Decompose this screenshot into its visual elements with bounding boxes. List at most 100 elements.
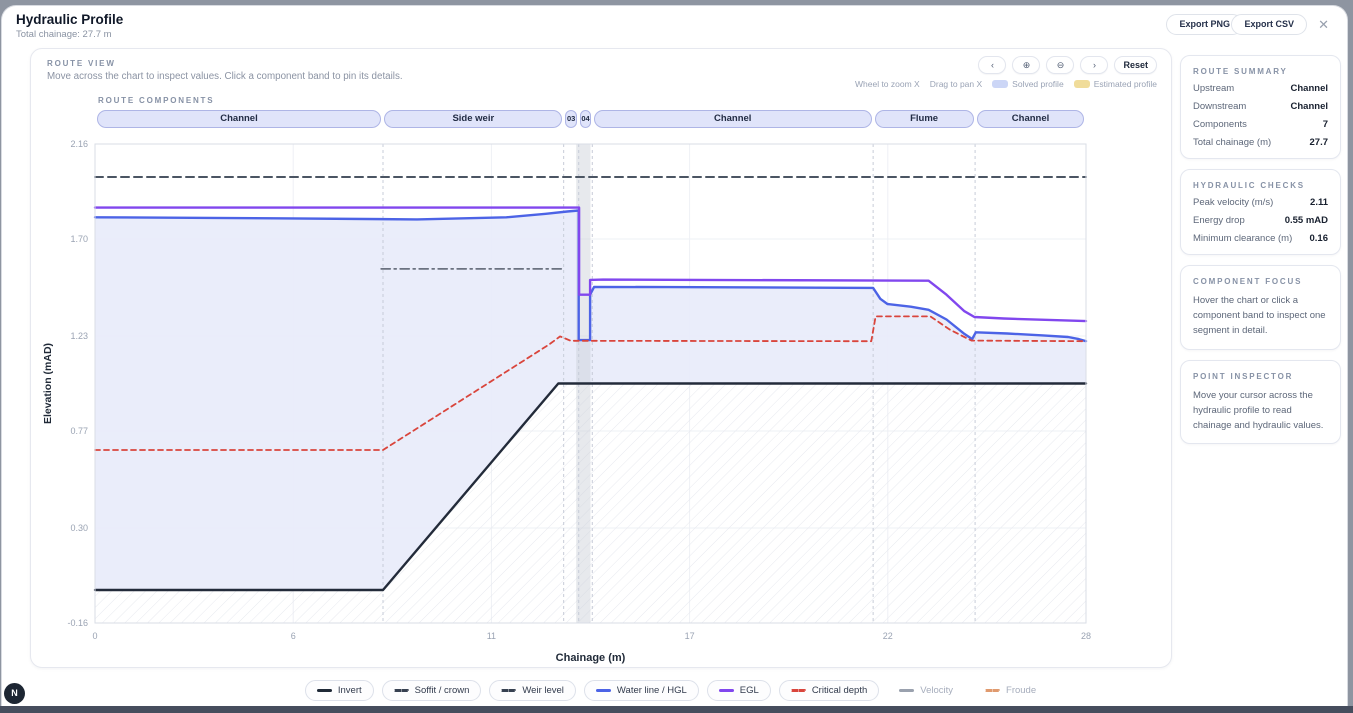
route-view-label: ROUTE VIEW — [47, 59, 116, 68]
y-tick-label: 1.23 — [70, 331, 88, 341]
side-card-component-focus: COMPONENT FOCUS Hover the chart or click … — [1180, 265, 1341, 350]
row-value: 0.16 — [1309, 233, 1329, 244]
side-card-row: Energy drop 0.55 mAD — [1193, 215, 1328, 226]
side-card-title: ROUTE SUMMARY — [1193, 67, 1288, 76]
x-tick-label: 0 — [92, 631, 97, 641]
y-tick-label: -0.16 — [67, 618, 88, 628]
component-band-channel[interactable]: Channel — [96, 110, 382, 128]
solved-profile-fill — [95, 210, 1086, 590]
solved-profile-swatch — [992, 80, 1009, 88]
y-axis-title: Elevation (mAD) — [42, 343, 54, 424]
zoom-in-button[interactable]: ⊕ — [1012, 56, 1041, 74]
x-tick-label: 28 — [1081, 631, 1091, 641]
chart-hints: Wheel to zoom X Drag to pan X Solved pro… — [855, 79, 1157, 89]
x-tick-label: 11 — [487, 631, 496, 641]
component-band-flume[interactable]: Flume — [874, 110, 974, 128]
legend-chip-water-line-hgl[interactable]: Water line / HGL — [583, 680, 699, 701]
chart-legend: Invert Soffit / crown Weir level Water line… — [0, 680, 1353, 701]
legend-chip-invert[interactable]: Invert — [304, 680, 374, 701]
row-label: Upstream — [1193, 83, 1235, 94]
legend-chip-egl[interactable]: EGL — [706, 680, 771, 701]
legend-label: Invert — [337, 685, 362, 696]
side-card-row: Peak velocity (m/s) 2.11 — [1193, 197, 1328, 208]
x-tick-label: 6 — [291, 631, 296, 641]
row-label: Total chainage (m) — [1193, 137, 1272, 148]
y-tick-label: 2.16 — [70, 139, 88, 149]
legend-swatch — [985, 689, 1001, 692]
row-value: 27.7 — [1309, 137, 1329, 148]
legend-swatch — [316, 689, 332, 692]
legend-chip-froude[interactable]: Froude — [973, 680, 1048, 701]
row-label: Peak velocity (m/s) — [1193, 197, 1274, 208]
row-value: 7 — [1322, 119, 1328, 130]
legend-swatch — [393, 689, 409, 692]
legend-swatch — [595, 689, 611, 692]
legend-label: Critical depth — [811, 685, 868, 696]
side-card-title: HYDRAULIC CHECKS — [1193, 181, 1305, 190]
component-band-03[interactable]: 03 — [565, 110, 578, 128]
component-bands: Channel Side weir 03 04 Channel Flume Channel — [31, 110, 1171, 129]
row-value: 2.11 — [1310, 197, 1328, 208]
series-water-line-hgl — [93, 209, 1088, 343]
x-tick-label: 17 — [685, 631, 695, 641]
row-label: Components — [1193, 119, 1247, 130]
legend-chip-soffit-crown[interactable]: Soffit / crown — [381, 680, 482, 701]
legend-swatch — [718, 689, 734, 692]
side-card-row: Minimum clearance (m) 0.16 — [1193, 233, 1328, 244]
side-card-title: COMPONENT FOCUS — [1193, 277, 1303, 286]
chart-toolbar: ‹ ⊕ ⊖ › Reset — [978, 56, 1157, 74]
side-card-text: Hover the chart or click a component ban… — [1193, 295, 1326, 337]
legend-label: EGL — [739, 685, 759, 696]
side-card-row: Downstream Channel — [1193, 101, 1328, 112]
legend-label: Froude — [1006, 685, 1037, 696]
component-band-04[interactable]: 04 — [580, 110, 591, 128]
drag-hint: Drag to pan X — [929, 79, 983, 89]
route-components-label: ROUTE COMPONENTS — [98, 96, 215, 105]
series-invert — [93, 382, 1088, 592]
x-axis-title: Chainage (m) — [556, 652, 626, 664]
y-tick-label: 0.30 — [70, 523, 88, 533]
component-band-channel[interactable]: Channel — [593, 110, 872, 128]
legend-label: Weir level — [522, 685, 564, 696]
component-band-side-weir[interactable]: Side weir — [384, 110, 563, 128]
estimated-profile-swatch — [1073, 80, 1090, 88]
pan-right-button[interactable]: › — [1080, 56, 1109, 74]
legend-label: Velocity — [920, 685, 954, 696]
app-badge[interactable]: N — [4, 683, 25, 704]
close-icon[interactable]: ✕ — [1318, 17, 1329, 32]
sidebar: ROUTE SUMMARY Upstream Channel Downstream Ch… — [1180, 55, 1341, 445]
legend-chip-weir-level[interactable]: Weir level — [489, 680, 576, 701]
legend-swatch — [899, 689, 915, 692]
side-card-row: Components 7 — [1193, 119, 1328, 130]
side-card-row: Upstream Channel — [1193, 83, 1328, 94]
legend-chip-critical-depth[interactable]: Critical depth — [778, 680, 880, 701]
legend-swatch — [790, 689, 806, 692]
row-value: Channel — [1290, 101, 1328, 112]
legend-swatch — [501, 689, 517, 692]
legend-chip-velocity[interactable]: Velocity — [887, 680, 965, 701]
y-tick-label: 1.70 — [70, 234, 88, 244]
row-value: 0.55 mAD — [1284, 215, 1328, 226]
component-band-channel[interactable]: Channel — [976, 110, 1085, 128]
pan-left-button[interactable]: ‹ — [978, 56, 1007, 74]
side-card-text: Move your cursor across the hydraulic pr… — [1193, 389, 1324, 431]
below-invert-hatch — [95, 383, 1086, 623]
side-card-title: POINT INSPECTOR — [1193, 371, 1294, 381]
zoom-out-button[interactable]: ⊖ — [1046, 56, 1075, 74]
solved-profile-legend: Solved profile — [992, 79, 1064, 89]
series-critical-depth — [94, 315, 1087, 451]
route-view-card: ROUTE VIEW Move across the chart to insp… — [30, 48, 1172, 668]
series-egl — [93, 206, 1088, 323]
row-label: Downstream — [1193, 101, 1247, 112]
side-card-route-summary: ROUTE SUMMARY Upstream Channel Downstream Ch… — [1180, 55, 1341, 159]
page-title: Hydraulic Profile — [16, 12, 124, 27]
side-card-row: Total chainage (m) 27.7 — [1193, 137, 1328, 148]
hydraulic-profile-chart[interactable]: 2.16 1.70 1.23 0.77 0.30 -0.16 0 6 11 17 22 28 Chain… — [31, 49, 1173, 667]
export-csv-button[interactable]: Export CSV — [1231, 14, 1307, 35]
bottom-bar — [0, 706, 1353, 713]
row-label: Minimum clearance (m) — [1193, 233, 1293, 244]
x-tick-label: 22 — [883, 631, 893, 641]
reset-view-button[interactable]: Reset — [1114, 56, 1157, 74]
row-value: Channel — [1290, 83, 1328, 94]
